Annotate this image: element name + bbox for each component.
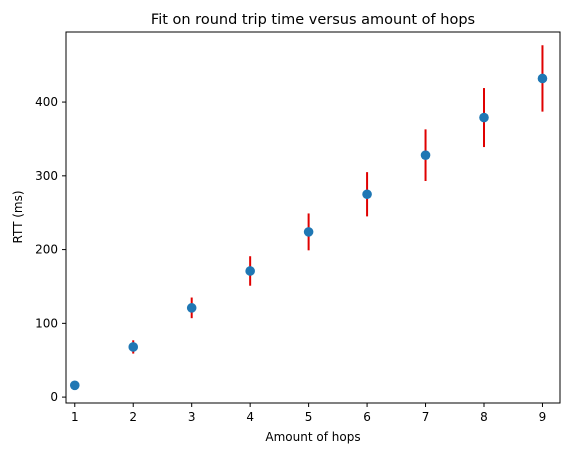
y-tick-label: 300 — [35, 169, 58, 183]
plot-frame — [65, 31, 561, 404]
x-tick-label: 1 — [71, 410, 79, 424]
data-point — [303, 227, 314, 237]
error-bars — [73, 45, 544, 388]
x-tick-label: 4 — [246, 410, 254, 424]
data-point — [186, 303, 197, 313]
x-axis-label: Amount of hops — [265, 430, 360, 444]
data-point — [420, 150, 431, 160]
data-point — [245, 266, 255, 276]
y-axis: 0 100 200 300 400 — [35, 95, 66, 404]
y-tick-label: 100 — [35, 316, 58, 330]
y-tick-label: 0 — [50, 390, 58, 404]
chart-title: Fit on round trip time versus amount of … — [151, 12, 475, 28]
x-tick-label: 7 — [422, 410, 430, 424]
x-tick-label: 3 — [188, 410, 196, 424]
x-tick-label: 2 — [129, 410, 137, 424]
x-tick-label: 9 — [539, 410, 547, 424]
data-point — [362, 189, 372, 200]
y-axis-label: RTT (ms) — [11, 190, 25, 243]
x-axis: 1 2 3 4 5 6 7 8 9 — [71, 403, 546, 424]
y-tick-label: 400 — [35, 95, 58, 109]
data-points — [69, 73, 548, 391]
x-tick-label: 6 — [363, 410, 371, 424]
x-tick-label: 5 — [305, 410, 313, 424]
data-point — [537, 73, 548, 84]
data-point — [479, 112, 489, 123]
x-tick-label: 8 — [480, 410, 488, 424]
y-tick-label: 200 — [35, 243, 58, 257]
data-point — [128, 342, 139, 352]
data-point — [69, 380, 80, 391]
